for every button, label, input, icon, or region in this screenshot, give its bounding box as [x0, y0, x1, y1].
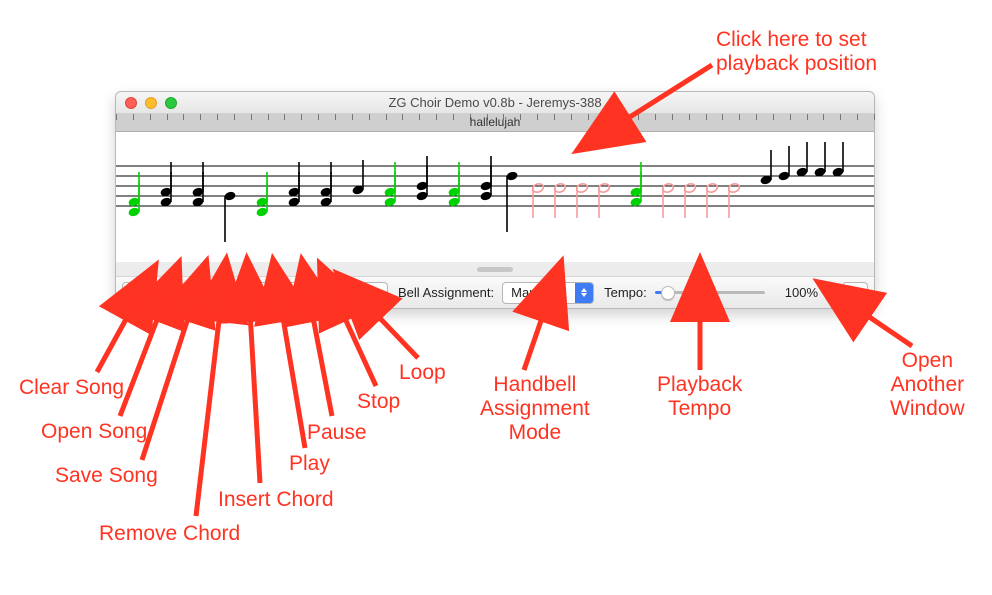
- insert-icon: [248, 286, 262, 300]
- loop-button[interactable]: [362, 282, 388, 304]
- tempo-slider[interactable]: [655, 282, 775, 304]
- window-icon: [848, 286, 862, 300]
- annotation-stop: Stop: [357, 390, 400, 414]
- resize-handle[interactable]: [116, 262, 874, 276]
- annotation-set-playback: Click here to set playback position: [716, 28, 877, 76]
- open-window-button[interactable]: [842, 282, 868, 304]
- trash-icon: [128, 286, 142, 300]
- toolbar: Bell Assignment: Manual Tempo: 100%: [116, 276, 874, 308]
- play-icon: [278, 286, 292, 300]
- select-stepper-icon: [575, 283, 593, 303]
- bell-assignment-select[interactable]: Manual: [502, 282, 594, 304]
- song-name: hallelujah: [470, 115, 521, 129]
- stop-icon: [338, 286, 352, 300]
- window-title: ZG Choir Demo v0.8b - Jeremys-388: [116, 95, 874, 110]
- pause-icon: [308, 286, 322, 300]
- stop-button[interactable]: [332, 282, 358, 304]
- titlebar: ZG Choir Demo v0.8b - Jeremys-388: [116, 92, 874, 114]
- open-song-button[interactable]: [152, 282, 178, 304]
- score-canvas[interactable]: [116, 132, 874, 262]
- backspace-icon: [218, 286, 232, 300]
- annotation-save-song: Save Song: [55, 464, 158, 488]
- save-song-button[interactable]: [182, 282, 208, 304]
- annotation-assign-mode: Handbell Assignment Mode: [480, 373, 590, 445]
- folder-open-icon: [158, 286, 172, 300]
- annotation-remove-chord: Remove Chord: [99, 522, 240, 546]
- insert-chord-button[interactable]: [242, 282, 268, 304]
- remove-chord-button[interactable]: [212, 282, 238, 304]
- bell-assignment-label: Bell Assignment:: [398, 285, 494, 300]
- annotation-open-song: Open Song: [41, 420, 147, 444]
- pause-button[interactable]: [302, 282, 328, 304]
- annotation-play: Play: [289, 452, 330, 476]
- app-window: ZG Choir Demo v0.8b - Jeremys-388 hallel…: [115, 91, 875, 309]
- annotation-clear-song: Clear Song: [19, 376, 124, 400]
- clear-song-button[interactable]: [122, 282, 148, 304]
- annotation-playback-tempo: Playback Tempo: [657, 373, 742, 421]
- loop-icon: [368, 286, 382, 300]
- annotation-insert-chord: Insert Chord: [218, 488, 334, 512]
- annotation-open-window: Open Another Window: [890, 349, 965, 421]
- bell-assignment-value: Manual: [511, 285, 554, 300]
- annotation-pause: Pause: [307, 421, 367, 445]
- annotation-loop: Loop: [399, 361, 446, 385]
- play-button[interactable]: [272, 282, 298, 304]
- tempo-label: Tempo:: [604, 285, 647, 300]
- save-icon: [188, 286, 202, 300]
- playback-position-strip[interactable]: hallelujah: [116, 114, 874, 132]
- tempo-percent: 100%: [785, 285, 818, 300]
